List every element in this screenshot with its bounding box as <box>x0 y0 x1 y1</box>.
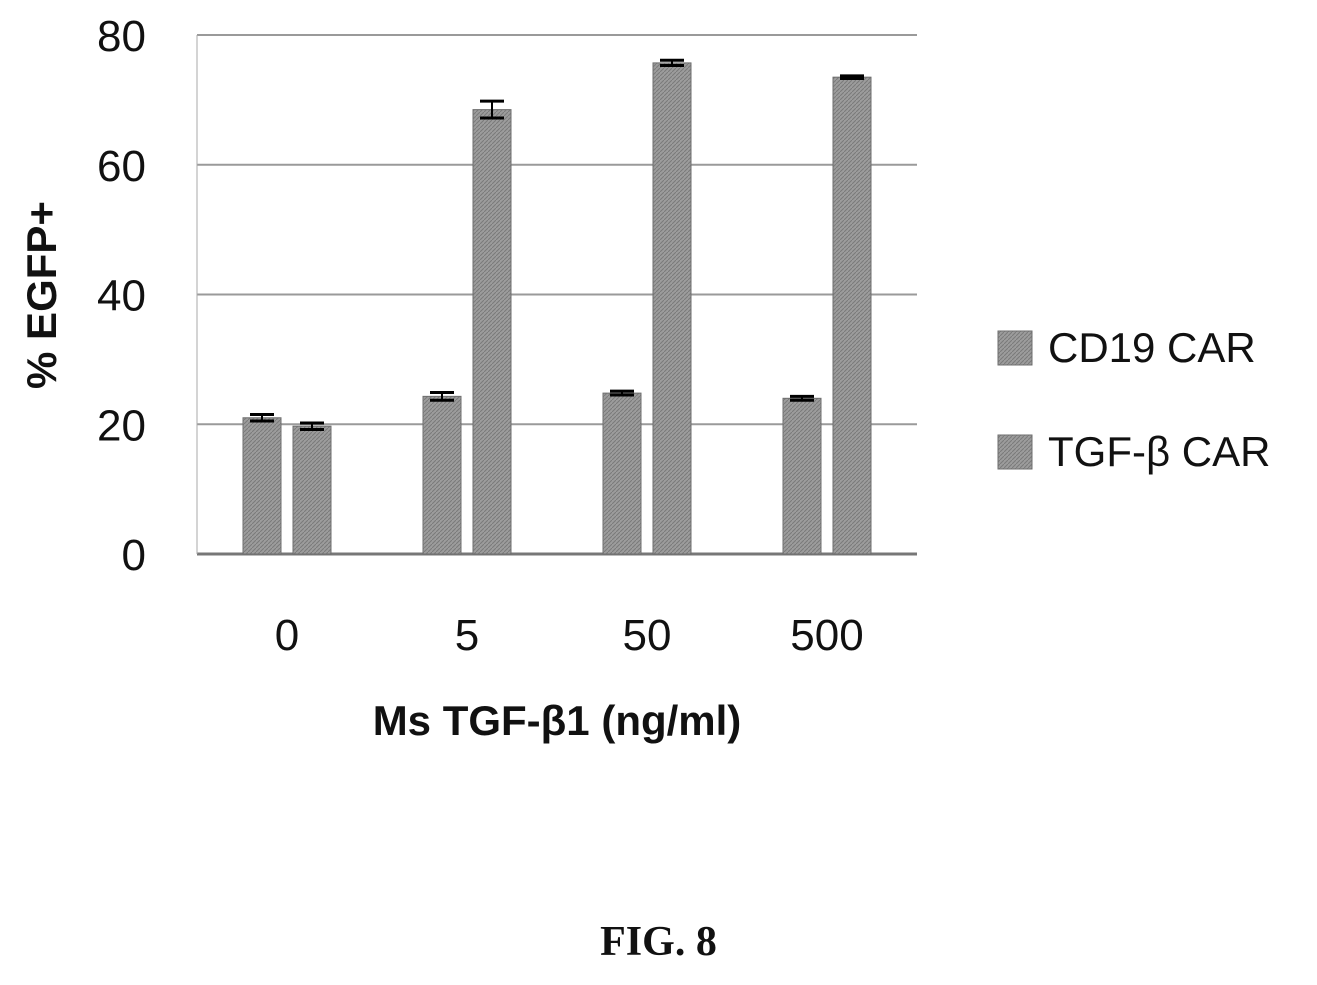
error-bar <box>660 58 684 67</box>
y-axis-title: % EGFP+ <box>18 201 65 389</box>
y-tick-label: 80 <box>97 12 146 61</box>
x-axis-title: Ms TGF-β1 (ng/ml) <box>373 697 742 744</box>
bar-tgfb-500 <box>832 76 872 555</box>
error-bar <box>610 389 634 397</box>
bar-tgfb-50 <box>652 62 692 555</box>
legend-swatch <box>997 330 1033 366</box>
x-tick-label: 5 <box>455 611 479 660</box>
legend-swatch <box>997 434 1033 470</box>
legend-label: TGF-β CAR <box>1048 428 1270 475</box>
error-bar <box>300 421 324 431</box>
x-tick-label: 50 <box>623 611 672 660</box>
error-bar <box>430 390 454 402</box>
bar-tgfb-0 <box>292 425 332 555</box>
y-tick-label: 0 <box>122 531 146 580</box>
error-bar <box>480 99 504 120</box>
bar-tgfb-5 <box>472 109 512 555</box>
bar-cd19-5 <box>422 395 462 555</box>
x-tick-label: 500 <box>790 611 863 660</box>
bar-cd19-0 <box>242 417 282 555</box>
figure-label: FIG. 8 <box>600 919 717 965</box>
legend-item: CD19 CAR <box>997 324 1256 371</box>
tick-labels: 0 20 40 60 80 0 5 50 500 <box>97 12 864 660</box>
legend: CD19 CAR TGF-β CAR <box>997 324 1270 475</box>
bars <box>242 58 872 555</box>
bar-cd19-500 <box>782 397 822 555</box>
legend-item: TGF-β CAR <box>997 428 1270 475</box>
bar-cd19-50 <box>602 392 642 555</box>
error-bar <box>840 74 864 80</box>
error-bar <box>250 413 274 423</box>
error-bar <box>790 394 814 402</box>
y-tick-label: 60 <box>97 142 146 191</box>
y-tick-label: 20 <box>97 401 146 450</box>
legend-label: CD19 CAR <box>1048 324 1256 371</box>
y-tick-label: 40 <box>97 272 146 321</box>
x-tick-label: 0 <box>275 611 299 660</box>
